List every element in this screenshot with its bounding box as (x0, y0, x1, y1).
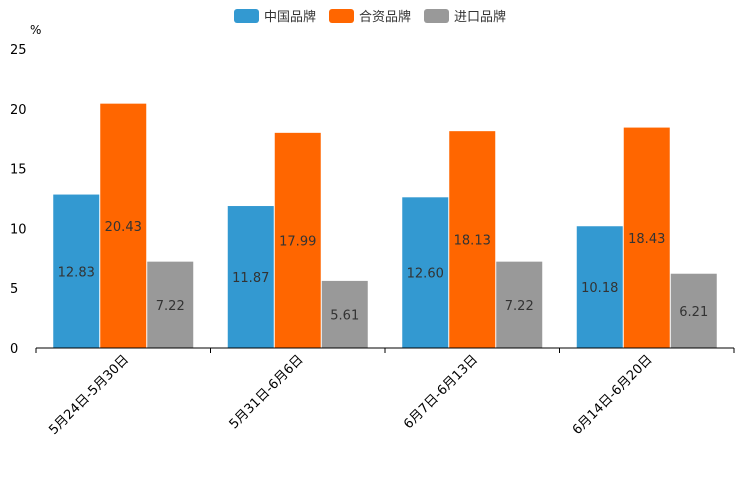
legend-label-1: 合资品牌 (359, 9, 411, 25)
bar-s1-c3[interactable] (623, 127, 670, 348)
data-label-s0-c0: 12.83 (58, 265, 95, 280)
y-tick-label-3: 15 (10, 163, 27, 178)
y-tick-label-5: 25 (10, 43, 27, 58)
bars (53, 103, 717, 349)
legend-swatch-2 (424, 9, 449, 23)
bar-s2-c2[interactable] (496, 261, 543, 348)
bar-s0-c0[interactable] (53, 194, 100, 348)
data-label-s2-c0: 7.22 (156, 299, 185, 314)
x-tick-label-1: 5月31日-6月6日 (227, 352, 307, 432)
data-labels: 12.83 20.43 7.22 11.87 17.99 5.61 12.60 18.13 7.… (58, 220, 709, 324)
bar-s1-c2[interactable] (449, 131, 496, 348)
data-label-s0-c1: 11.87 (232, 271, 269, 286)
data-label-s2-c3: 6.21 (679, 305, 708, 320)
data-label-s2-c1: 5.61 (330, 308, 359, 323)
data-label-s1-c2: 18.13 (454, 234, 491, 249)
x-tick-label-0: 5月24日-5月30日 (46, 352, 132, 438)
y-tick-label-2: 10 (10, 222, 27, 237)
x-tick-label-3: 6月14日-6月20日 (570, 352, 656, 438)
bar-s1-c1[interactable] (274, 132, 321, 348)
data-label-s1-c3: 18.43 (628, 232, 665, 247)
bar-s0-c3[interactable] (576, 226, 623, 348)
legend-item-0[interactable]: 中国品牌 (234, 9, 316, 25)
data-label-s0-c3: 10.18 (581, 281, 618, 296)
bar-s0-c1[interactable] (227, 206, 274, 348)
legend-swatch-1 (329, 9, 354, 23)
x-tick-label-2: 6月7日-6月13日 (401, 352, 481, 432)
y-tick-label-0: 0 (10, 342, 18, 357)
data-label-s0-c2: 12.60 (407, 267, 444, 282)
legend-swatch-0 (234, 9, 259, 23)
bar-s1-c0[interactable] (100, 103, 147, 349)
data-label-s2-c2: 7.22 (505, 299, 534, 314)
legend-item-1[interactable]: 合资品牌 (329, 9, 411, 25)
data-label-s1-c0: 20.43 (105, 220, 142, 235)
y-axis: 0 5 10 15 20 25 (10, 43, 27, 357)
y-tick-label-4: 20 (10, 103, 27, 118)
y-axis-unit: % (30, 23, 41, 37)
legend-item-2[interactable]: 进口品牌 (424, 9, 506, 25)
bar-s0-c2[interactable] (402, 197, 449, 348)
legend-label-2: 进口品牌 (454, 9, 506, 25)
bar-s2-c0[interactable] (147, 261, 194, 348)
bar-s2-c1[interactable] (321, 280, 368, 348)
data-label-s1-c1: 17.99 (279, 234, 316, 249)
bar-s2-c3[interactable] (670, 273, 717, 348)
legend-label-0: 中国品牌 (264, 9, 316, 25)
legend: 中国品牌 合资品牌 进口品牌 (234, 9, 506, 25)
x-axis: 5月24日-5月30日 5月31日-6月6日 6月7日-6月13日 6月14日-6月2… (35, 347, 735, 438)
y-tick-label-1: 5 (10, 282, 18, 297)
